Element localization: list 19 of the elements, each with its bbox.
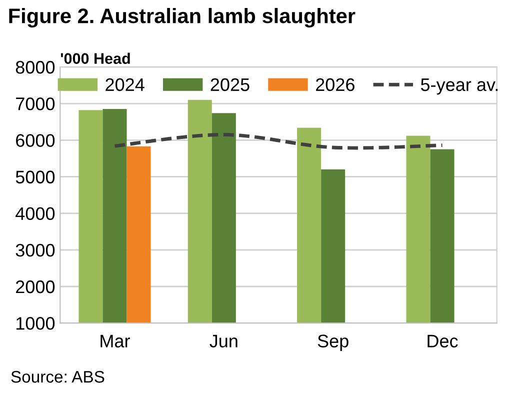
x-tick-label: Jun — [210, 334, 238, 348]
y-tick-label: 3000 — [16, 244, 55, 257]
source-note: Source: ABS — [11, 370, 104, 383]
y-tick-label: 2000 — [16, 280, 55, 294]
x-tick-label: Dec — [428, 334, 458, 348]
y-axis-title: '000 Head — [60, 52, 130, 64]
x-tick-label: Sep — [318, 334, 348, 352]
y-tick-label: 5000 — [16, 170, 55, 184]
legend-label: 2024 — [106, 78, 144, 92]
y-tick-label: 6000 — [16, 134, 55, 147]
legend-label: 2026 — [316, 78, 354, 92]
y-tick-label: 8000 — [16, 60, 55, 74]
legend-label: 2025 — [210, 78, 250, 92]
y-tick-label: 4000 — [16, 207, 55, 220]
y-tick-label: 1000 — [16, 317, 55, 330]
x-tick-label: Mar — [100, 334, 130, 348]
legend-label: 5-year av. — [420, 78, 498, 95]
y-tick-label: 7000 — [16, 98, 55, 110]
chart-title: Figure 2. Australian lamb slaughter — [9, 8, 356, 28]
